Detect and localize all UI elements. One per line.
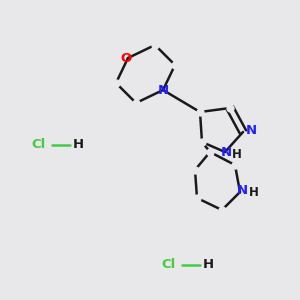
Text: Cl: Cl [31,139,45,152]
Text: H: H [202,259,214,272]
Text: Cl: Cl [161,259,175,272]
Text: N: N [158,85,169,98]
Text: O: O [120,52,132,64]
Text: H: H [249,185,259,199]
Text: N: N [245,124,256,137]
Text: N: N [236,184,247,196]
Text: H: H [232,148,242,160]
Text: H: H [72,139,84,152]
Text: N: N [220,146,232,160]
